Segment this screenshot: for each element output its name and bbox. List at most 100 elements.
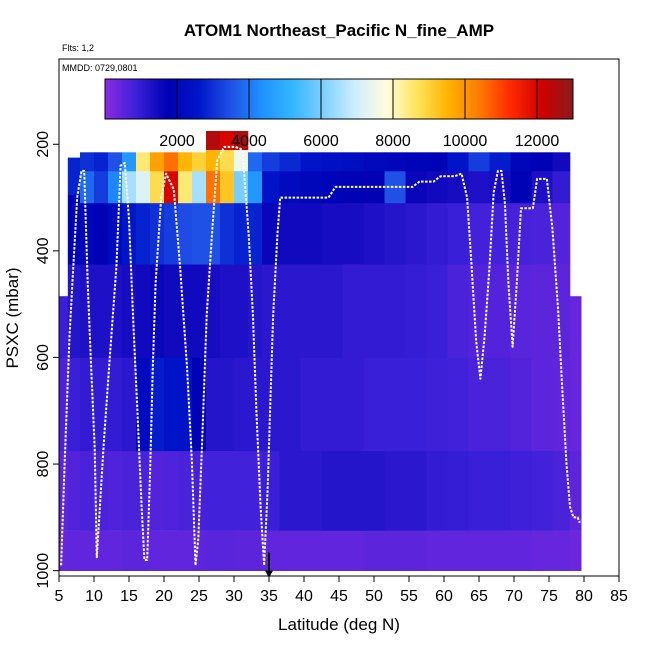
heatmap-cell [164, 202, 179, 265]
heatmap-cell [67, 530, 81, 571]
heatmap-cell [489, 450, 511, 531]
heatmap-cell [426, 170, 448, 204]
heatmap-cell [531, 202, 553, 265]
colorbar: 2000 4000 6000 8000 10000 12000 [104, 78, 574, 150]
heatmap-cell [426, 152, 448, 172]
heatmap-cell [300, 357, 322, 452]
colorbar-tick-label: 4000 [231, 133, 267, 150]
heatmap-cell [468, 152, 490, 172]
heatmap-cell [262, 202, 280, 265]
x-tick-label: 75 [540, 588, 558, 605]
y-tick-label: 400 [35, 237, 52, 264]
heatmap-cell [300, 170, 322, 204]
heatmap-cell [220, 131, 235, 150]
x-tick-label: 55 [400, 588, 418, 605]
heatmap-cell [220, 202, 235, 265]
x-tick-label: 50 [365, 588, 383, 605]
heatmap-cell [468, 530, 490, 571]
heatmap-cell [262, 152, 280, 172]
heatmap-cell [206, 450, 221, 531]
heatmap-cell [234, 530, 249, 571]
heatmap-cell [363, 530, 385, 571]
location-marker [265, 552, 273, 578]
heatmap-cell [279, 264, 301, 358]
heatmap-cell [447, 450, 469, 531]
heatmap-cell [220, 264, 235, 358]
heatmap-cell [405, 530, 427, 571]
heatmap-cell [384, 202, 406, 265]
heatmap-cell [552, 152, 571, 172]
heatmap-cell [192, 152, 207, 172]
heatmap-cell [300, 264, 322, 358]
heatmap-cell [531, 357, 553, 452]
heatmap-cell [262, 450, 280, 531]
x-tick-label: 80 [575, 588, 593, 605]
heatmap-cell [67, 157, 81, 196]
heatmap-cell [122, 264, 137, 358]
heatmap-cell [94, 170, 109, 204]
heatmap-cell [234, 149, 249, 172]
heatmap-cell [192, 170, 207, 204]
colorbar-gradient [105, 79, 573, 119]
heatmap-cell [262, 264, 280, 358]
x-tick-label: 85 [610, 588, 628, 605]
heatmap-cell [220, 530, 235, 571]
heatmap-cell [206, 202, 221, 265]
x-tick-label: 5 [55, 588, 64, 605]
heatmap-cell [426, 530, 448, 571]
heatmap-cell [510, 530, 532, 571]
heatmap-cell [489, 357, 511, 452]
heatmap-cell [178, 202, 193, 265]
heatmap-cell [552, 264, 571, 358]
heatmap-cell [279, 170, 301, 204]
heatmap-cell [122, 450, 137, 531]
heatmap-cell [279, 152, 301, 172]
heatmap-cell [150, 530, 165, 571]
heatmap-cell [122, 170, 137, 204]
heatmap-cell [192, 264, 207, 358]
heatmap-cell [192, 202, 207, 265]
heatmap-cell [80, 450, 95, 531]
heatmap-cell [80, 152, 95, 172]
heatmap-cell [405, 450, 427, 531]
heatmap-cell [321, 264, 343, 358]
heatmap-cell [59, 296, 69, 358]
heatmap-cell [570, 450, 582, 531]
heatmap-cell [342, 202, 364, 265]
y-tick-label: 200 [35, 131, 52, 158]
heatmap-cell [552, 450, 571, 531]
heatmap-cell [300, 450, 322, 531]
x-tick-label: 15 [120, 588, 138, 605]
heatmap-cell [570, 357, 582, 452]
heatmap-cell [164, 530, 179, 571]
heatmap-cell [108, 202, 123, 265]
heatmap-cell [94, 152, 109, 172]
heatmap-cell [262, 170, 280, 204]
heatmap-cell [150, 264, 165, 358]
heatmap-cell [405, 202, 427, 265]
heatmap-cell [531, 530, 553, 571]
heatmap-cell [206, 357, 221, 452]
heatmap-cell [384, 152, 406, 172]
heatmap-cell [108, 530, 123, 571]
heatmap-cell [570, 296, 582, 358]
heatmap-cell [342, 450, 364, 531]
heatmap-cell [489, 170, 511, 204]
heatmap-cell [342, 357, 364, 452]
heatmap-cell [447, 530, 469, 571]
heatmap-cell [220, 149, 235, 172]
heatmap-cell [67, 264, 81, 358]
heatmap-cell [426, 264, 448, 358]
heatmap-cell [552, 170, 571, 204]
heatmap-cell [531, 450, 553, 531]
heatmap-cell [489, 530, 511, 571]
heatmap-cell [321, 202, 343, 265]
heatmap-cell [206, 149, 221, 172]
colorbar-frame [104, 78, 574, 120]
heatmap-cell [234, 264, 249, 358]
heatmap-cell [510, 202, 532, 265]
heatmap-cell [150, 152, 165, 172]
heatmap-cell [300, 152, 322, 172]
heatmap-cell [220, 357, 235, 452]
